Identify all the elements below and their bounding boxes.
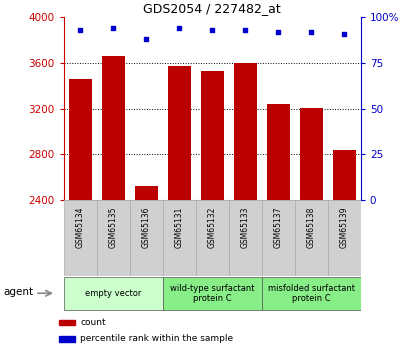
Point bbox=[241, 27, 248, 33]
Bar bbox=[59, 320, 75, 325]
Point bbox=[307, 29, 314, 34]
Text: GSM65134: GSM65134 bbox=[75, 206, 84, 248]
Bar bbox=[266, 104, 289, 200]
Bar bbox=[101, 56, 124, 200]
Bar bbox=[59, 336, 75, 342]
Bar bbox=[63, 200, 97, 276]
Bar bbox=[332, 150, 355, 200]
Text: count: count bbox=[80, 318, 106, 327]
Text: GSM65135: GSM65135 bbox=[108, 206, 117, 248]
Point bbox=[76, 27, 83, 33]
Text: GSM65131: GSM65131 bbox=[174, 206, 183, 248]
Bar bbox=[195, 200, 228, 276]
Text: GSM65138: GSM65138 bbox=[306, 206, 315, 248]
Text: misfolded surfactant
protein C: misfolded surfactant protein C bbox=[267, 284, 354, 303]
Text: empty vector: empty vector bbox=[85, 289, 141, 298]
Bar bbox=[233, 63, 256, 200]
Bar bbox=[299, 108, 322, 200]
Text: GSM65132: GSM65132 bbox=[207, 206, 216, 248]
Text: GSM65137: GSM65137 bbox=[273, 206, 282, 248]
Point bbox=[208, 27, 215, 33]
Text: GSM65133: GSM65133 bbox=[240, 206, 249, 248]
Text: percentile rank within the sample: percentile rank within the sample bbox=[80, 334, 233, 343]
Bar bbox=[129, 200, 162, 276]
Text: GSM65136: GSM65136 bbox=[141, 206, 150, 248]
Bar bbox=[162, 200, 195, 276]
Bar bbox=[261, 200, 294, 276]
Point bbox=[340, 31, 347, 37]
Point bbox=[175, 26, 182, 31]
Text: wild-type surfactant
protein C: wild-type surfactant protein C bbox=[169, 284, 254, 303]
Bar bbox=[162, 277, 261, 310]
Bar bbox=[68, 79, 91, 200]
Point bbox=[142, 37, 149, 42]
Bar bbox=[228, 200, 261, 276]
Bar bbox=[294, 200, 327, 276]
Bar bbox=[327, 200, 360, 276]
Point bbox=[110, 26, 116, 31]
Bar bbox=[97, 200, 129, 276]
Bar bbox=[261, 277, 360, 310]
Bar bbox=[200, 71, 223, 200]
Title: GDS2054 / 227482_at: GDS2054 / 227482_at bbox=[143, 2, 280, 15]
Bar bbox=[63, 277, 162, 310]
Text: agent: agent bbox=[3, 287, 33, 296]
Point bbox=[274, 29, 281, 34]
Bar bbox=[134, 186, 157, 200]
Text: GSM65139: GSM65139 bbox=[339, 206, 348, 248]
Bar bbox=[167, 66, 190, 200]
